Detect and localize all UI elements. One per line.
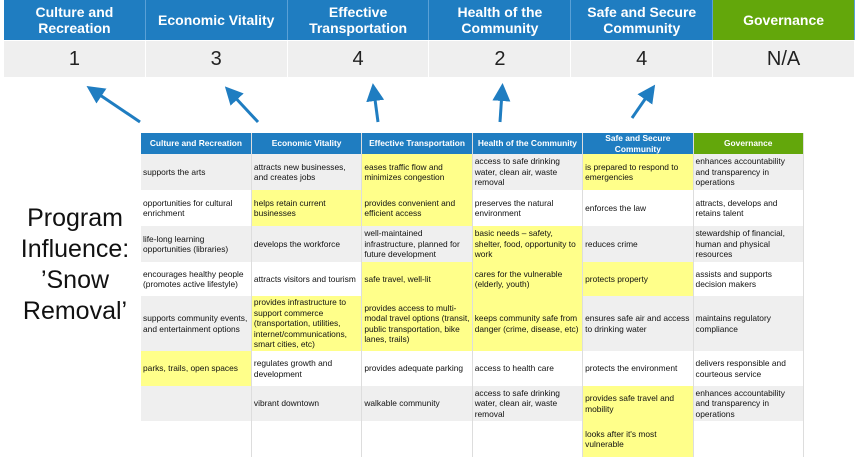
arrow-culture [86,85,141,124]
table-cell: access to health care [472,351,584,386]
arrow-economic [224,86,260,124]
table-cell: encourages healthy people (promotes acti… [141,262,252,296]
table-cell: basic needs – safety, shelter, food, opp… [472,226,584,262]
table-cell: protects property [582,262,694,296]
table-cell: walkable community [361,386,473,421]
table-cell: provides infrastructure to support comme… [251,296,363,351]
table-cell: attracts, develops and retains talent [693,190,805,226]
column-header: Safe and Secure Community [582,133,694,154]
table-header-row: Culture and Recreation Economic Vitality E… [141,133,805,154]
table-cell: regulates growth and development [251,351,363,386]
table-cell: protects the environment [582,351,694,386]
table-cell: enhances accountability and transparency… [693,386,805,421]
table-cell [141,386,252,421]
label-line: Influence: [20,235,130,263]
table-cell: well-maintained infrastructure, planned … [361,226,473,262]
arrow-transportation [366,83,385,123]
summary-score: 3 [145,40,288,77]
summary-score: 4 [571,40,714,77]
table-cell: develops the workforce [251,226,363,262]
table-cell: supports the arts [141,154,252,190]
table-row: parks, trails, open spaces regulates grow… [141,351,805,386]
table-cell: provides adequate parking [361,351,473,386]
summary-grid: Culture and Recreation Economic Vitality E… [4,0,855,77]
table-cell: enhances accountability and transparency… [693,154,805,190]
summary-score: 4 [287,40,430,77]
influence-table: Culture and Recreation Economic Vitality E… [141,133,805,457]
table-cell: attracts visitors and tourism [251,262,363,296]
table-cell: parks, trails, open spaces [141,351,252,386]
column-header: Governance [693,133,805,154]
table-row: looks after it's most vulnerable [141,421,805,457]
column-header: Effective Transportation [361,133,473,154]
table-cell: provides access to multi-modal travel op… [361,296,473,351]
table-row: supports community events, and entertain… [141,296,805,351]
table-cell [361,421,473,457]
table-cell: enforces the law [582,190,694,226]
summary-header: Economic Vitality [145,0,288,40]
table-cell: looks after it's most vulnerable [582,421,694,457]
table-cell [141,421,252,457]
label-line: Removal’ [22,297,128,325]
table-cell: maintains regulatory compliance [693,296,805,351]
label-line: Program [27,204,123,232]
table-cell: is prepared to respond to emergencies [582,154,694,190]
arrows [86,83,656,124]
column-header: Culture and Recreation [141,133,252,154]
column-header: Economic Vitality [251,133,363,154]
arrow-health [492,83,511,123]
program-influence-label: Program Influence: ’Snow Removal’ [0,203,150,327]
table-row: supports the arts attracts new businesses… [141,154,805,190]
table-cell: access to safe drinking water, clean air… [472,154,584,190]
table-cell: reduces crime [582,226,694,262]
table-cell [472,421,584,457]
summary-header: Effective Transportation [287,0,430,40]
table-cell: provides safe travel and mobility [582,386,694,421]
table-cell: vibrant downtown [251,386,363,421]
table-row: vibrant downtown walkable community access… [141,386,805,421]
label-line: ’Snow [40,266,110,294]
column-header: Health of the Community [472,133,584,154]
summary-header: Governance [713,0,855,40]
table-cell: cares for the vulnerable (elderly, youth… [472,262,584,296]
table-cell: provides convenient and efficient access [361,190,473,226]
table-cell: access to safe drinking water, clean air… [472,386,584,421]
table-cell [251,421,363,457]
summary-header: Culture and Recreation [4,0,146,40]
table-cell: ensures safe air and access to drinking … [582,296,694,351]
summary-score: 1 [4,40,146,77]
table-cell: preserves the natural environment [472,190,584,226]
table-cell: stewardship of financial, human and phys… [693,226,805,262]
table-cell: life-long learning opportunities (librar… [141,226,252,262]
table-cell [693,421,805,457]
summary-header: Safe and Secure Community [571,0,714,40]
summary-header: Health of the Community [429,0,572,40]
table-cell: supports community events, and entertain… [141,296,252,351]
summary-score: 2 [429,40,572,77]
table-cell: eases traffic flow and minimizes congest… [361,154,473,190]
summary-score: N/A [713,40,855,77]
table-row: life-long learning opportunities (librar… [141,226,805,262]
table-cell: assists and supports decision makers [693,262,805,296]
table-cell: safe travel, well-lit [361,262,473,296]
table-cell: opportunities for cultural enrichment [141,190,252,226]
table-cell: delivers responsible and courteous servi… [693,351,805,386]
arrow-safe [630,84,656,119]
table-cell: helps retain current businesses [251,190,363,226]
table-cell: attracts new businesses, and creates job… [251,154,363,190]
table-row: encourages healthy people (promotes acti… [141,262,805,296]
table-cell: keeps community safe from danger (crime,… [472,296,584,351]
table-row: opportunities for cultural enrichment hel… [141,190,805,226]
